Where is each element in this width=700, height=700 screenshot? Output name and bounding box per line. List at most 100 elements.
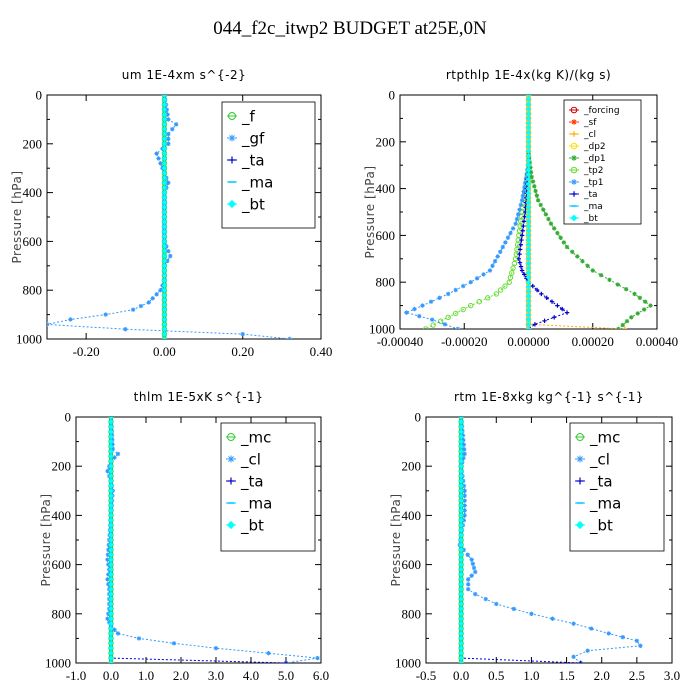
data-point [445, 314, 451, 320]
data-point [168, 253, 173, 259]
data-point [458, 660, 464, 663]
data-point [575, 254, 580, 259]
y-tick-label: 1000 [45, 656, 71, 671]
legend-label: _ma [240, 494, 272, 513]
data-point [68, 317, 73, 322]
x-tick-label: 3.0 [208, 668, 224, 683]
data-point [538, 202, 543, 208]
data-point [634, 638, 640, 644]
legend-label: _mc [589, 428, 620, 447]
legend-label: _ma [583, 202, 603, 212]
panel-title: thlm 1E-5xK s^{-1} [134, 390, 264, 404]
data-point [498, 249, 503, 254]
data-point [428, 299, 434, 304]
data-point [514, 216, 520, 222]
data-point [108, 660, 114, 663]
y-tick-label: 1000 [395, 656, 421, 671]
legend-label: _ta [583, 190, 598, 200]
data-point [569, 249, 575, 254]
legend-marker [570, 106, 578, 114]
data-point [620, 634, 625, 640]
legend-label: _cl [589, 450, 610, 469]
data-point [522, 272, 527, 277]
data-point [629, 315, 634, 320]
data-point [500, 244, 505, 250]
x-tick-label: 0.20 [231, 344, 254, 359]
data-point [552, 315, 557, 320]
data-point [519, 237, 524, 243]
legend-label: _cl [240, 450, 261, 469]
legend-marker [571, 119, 577, 125]
legend: _mc _cl _ta _ma _bt [220, 422, 316, 552]
data-point [522, 184, 527, 190]
data-point [517, 247, 523, 252]
series-line-ta [460, 417, 581, 663]
data-point [461, 437, 466, 443]
y-tick-label: 800 [52, 606, 72, 621]
legend-marker [576, 433, 584, 441]
data-point [462, 488, 467, 493]
data-point [506, 279, 512, 285]
data-point [445, 291, 451, 297]
data-point [539, 291, 544, 297]
data-point [546, 216, 551, 222]
data-point [420, 303, 425, 308]
x-tick-label: 0.00 [153, 344, 176, 359]
data-point [511, 606, 517, 612]
data-point [430, 322, 436, 328]
data-point [492, 258, 498, 264]
data-point [462, 503, 467, 508]
legend-marker [576, 477, 584, 485]
data-point [166, 248, 171, 254]
data-point [315, 655, 320, 661]
y-tick-label: 600 [23, 234, 43, 249]
data-point [154, 292, 159, 297]
data-point [460, 306, 466, 313]
legend-label: _bt [583, 214, 598, 224]
data-point [103, 312, 108, 317]
x-tick-label: 0.5 [488, 668, 504, 683]
data-point [518, 202, 523, 208]
legend-label: _forcing [583, 106, 620, 116]
y-tick-label: 600 [376, 228, 396, 243]
x-tick-label: 3.0 [664, 668, 680, 683]
data-point [523, 180, 528, 185]
x-tick-label: -0.20 [73, 344, 100, 359]
data-point [460, 433, 466, 438]
data-point [561, 240, 567, 245]
data-point [442, 322, 448, 327]
x-tick-label: -0.00020 [441, 334, 488, 349]
legend-marker [571, 179, 577, 185]
data-point [622, 326, 628, 329]
legend-marker [571, 191, 577, 197]
data-point [481, 272, 486, 277]
data-point [452, 310, 459, 317]
legend-label: _dp1 [583, 154, 606, 164]
data-point [529, 611, 534, 616]
data-point [502, 283, 508, 289]
legend-label: _f [241, 107, 256, 126]
data-point [552, 226, 557, 231]
data-point [560, 306, 565, 312]
legend-marker [570, 214, 578, 222]
data-point [525, 326, 532, 329]
data-point [462, 508, 467, 513]
legend-marker [228, 112, 236, 120]
data-point [532, 184, 537, 189]
y-tick-label: 0 [415, 410, 422, 425]
data-point [507, 274, 514, 281]
data-point [635, 311, 640, 316]
data-point [495, 254, 500, 259]
panel-title: rtpthlp 1E-4x(kg K)/(kg s) [446, 68, 611, 82]
legend-box [221, 101, 316, 229]
legend-label: _ma [589, 494, 621, 513]
series-line-ta [518, 165, 569, 329]
y-axis-label: Pressure [hPa] [10, 170, 24, 263]
y-tick-label: 400 [376, 181, 396, 196]
x-tick-label: 0.00000 [507, 334, 549, 349]
data-point [519, 198, 525, 203]
x-tick-label: 4.0 [243, 668, 259, 683]
data-point [105, 468, 110, 474]
data-point [158, 288, 163, 293]
x-tick-label: 2.0 [173, 668, 189, 683]
